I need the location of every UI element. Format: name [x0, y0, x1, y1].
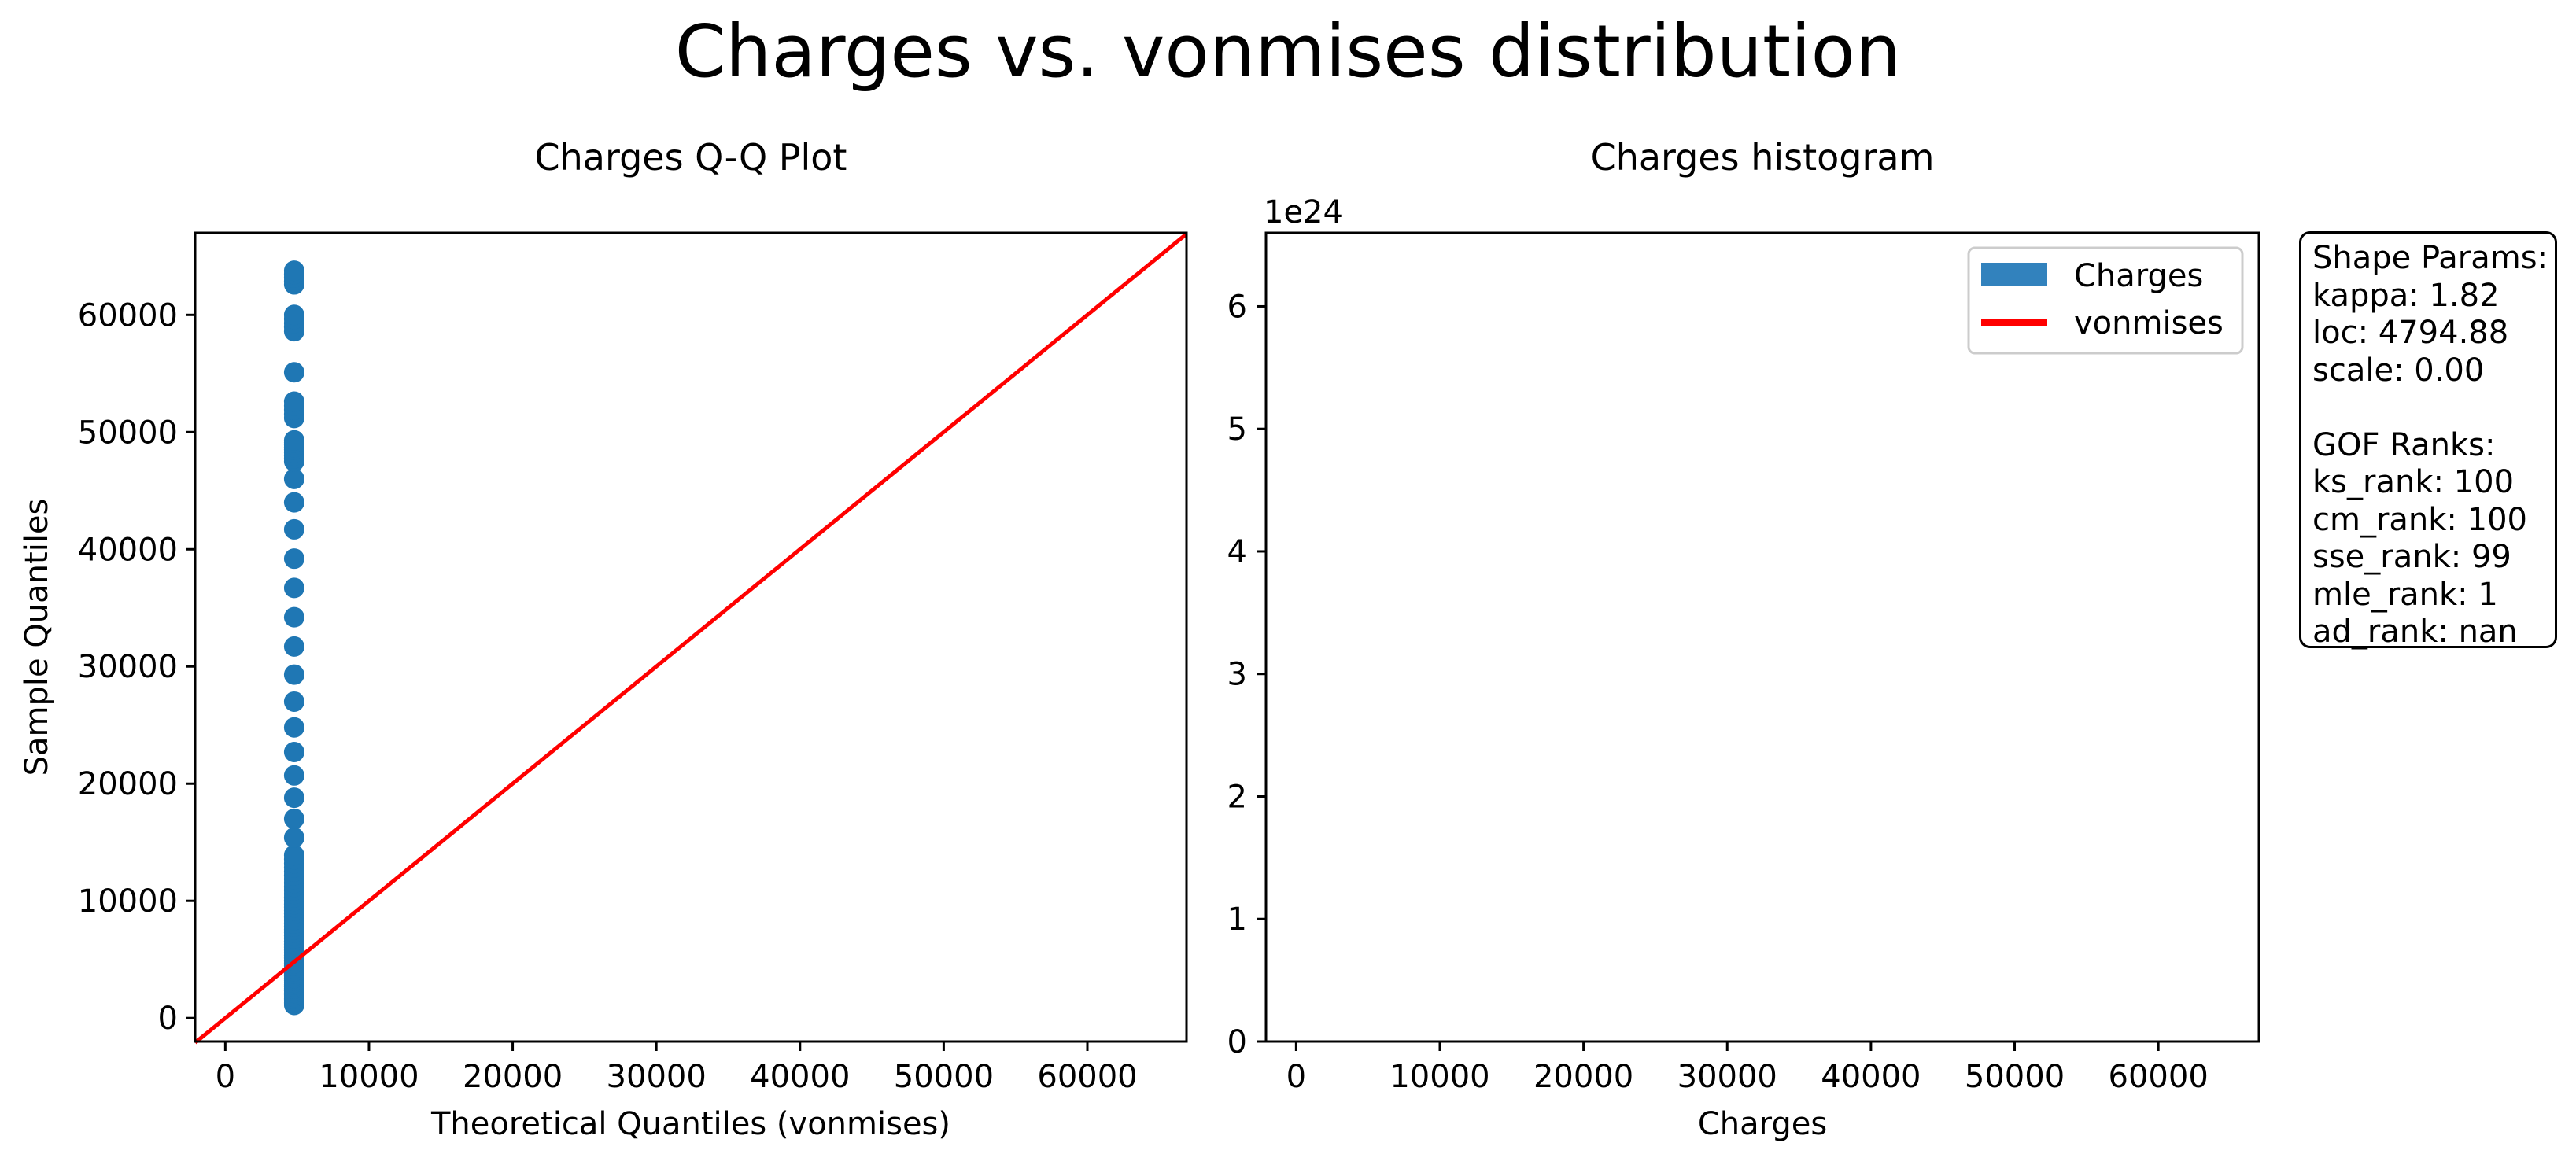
stats-line: scale: 0.00: [2312, 352, 2485, 389]
qq-point: [283, 664, 304, 685]
qq-y-axis-label: Sample Quantiles: [19, 499, 55, 776]
qq-point: [283, 518, 304, 540]
qq-point: [283, 787, 304, 809]
y-tick-label: 5: [1227, 411, 1247, 448]
histogram-offset-label: 1e24: [1264, 194, 1343, 230]
histogram-plot: Charges histogram 1e24 0 10000 20000 30000 4…: [1227, 136, 2260, 1142]
x-tick-label: 10000: [319, 1059, 419, 1095]
stats-line: kappa: 1.82: [2312, 277, 2500, 314]
qq-point: [283, 765, 304, 786]
qq-point: [283, 468, 304, 489]
x-tick-label: 0: [216, 1059, 235, 1095]
stats-line: GOF Ranks:: [2312, 426, 2496, 463]
stats-box: Shape Params: kappa: 1.82 loc: 4794.88 s…: [2299, 231, 2557, 650]
figure-title: Charges vs. vonmises distribution: [674, 9, 1902, 94]
qq-point: [283, 260, 304, 282]
histogram-axes-frame: [1264, 231, 2260, 1043]
legend-label-charges: Charges: [2074, 258, 2203, 294]
x-tick-label: 20000: [1533, 1059, 1633, 1095]
y-tick-label: 10000: [78, 883, 178, 920]
x-tick-label: 60000: [1037, 1059, 1137, 1095]
stats-line: loc: 4794.88: [2312, 315, 2509, 351]
qq-reference-line: [194, 232, 1188, 1045]
qq-point: [283, 845, 304, 866]
qq-plot: Charges Q-Q Plot 0 10000 20000 30000 40000 50…: [19, 136, 1188, 1142]
stats-line: Shape Params:: [2312, 240, 2548, 276]
y-tick-label: 2: [1227, 779, 1247, 815]
qq-point: [283, 691, 304, 712]
qq-point: [283, 304, 304, 326]
y-tick-label: 4: [1227, 534, 1247, 570]
legend-swatch-charges: [1981, 263, 2047, 286]
y-tick-label: 50000: [78, 415, 178, 451]
qq-point: [283, 742, 304, 763]
x-tick-label: 30000: [1677, 1059, 1777, 1095]
qq-point: [283, 577, 304, 599]
x-tick-label: 40000: [750, 1059, 850, 1095]
qq-reference-line-path: [194, 232, 1188, 1045]
qq-point: [283, 391, 304, 412]
qq-point: [283, 717, 304, 738]
qq-point: [283, 548, 304, 570]
qq-point: [283, 636, 304, 657]
stats-line: mle_rank: 1: [2312, 576, 2498, 613]
y-tick-label: 20000: [78, 766, 178, 802]
y-tick-label: 6: [1227, 289, 1247, 325]
x-tick-label: 30000: [607, 1059, 707, 1095]
qq-point: [283, 606, 304, 628]
qq-y-ticks: 0 10000 20000 30000 40000 50000 60000: [78, 297, 195, 1037]
y-tick-label: 0: [158, 1001, 178, 1037]
histogram-title: Charges histogram: [1591, 136, 1935, 179]
y-tick-label: 0: [1227, 1024, 1247, 1060]
qq-points: [283, 260, 304, 1016]
qq-point: [283, 362, 304, 383]
y-tick-label: 60000: [78, 297, 178, 334]
legend-label-vonmises: vonmises: [2074, 305, 2224, 341]
x-tick-label: 50000: [1965, 1059, 2065, 1095]
qq-point: [283, 430, 304, 451]
qq-x-axis-label: Theoretical Quantiles (vonmises): [430, 1106, 950, 1142]
y-tick-label: 30000: [78, 649, 178, 685]
x-tick-label: 20000: [463, 1059, 563, 1095]
qq-point: [283, 808, 304, 829]
x-tick-label: 60000: [2109, 1059, 2209, 1095]
histogram-x-axis-label: Charges: [1698, 1106, 1827, 1142]
histogram-x-ticks: 0 10000 20000 30000 40000 50000 60000: [1286, 1041, 2209, 1095]
qq-plot-title: Charges Q-Q Plot: [535, 136, 847, 179]
stats-line: cm_rank: 100: [2312, 501, 2527, 538]
qq-point: [283, 492, 304, 513]
qq-point: [283, 827, 304, 848]
y-tick-label: 1: [1227, 901, 1247, 938]
x-tick-label: 0: [1286, 1059, 1306, 1095]
x-tick-label: 50000: [894, 1059, 994, 1095]
qq-x-ticks: 0 10000 20000 30000 40000 50000 60000: [216, 1041, 1138, 1095]
stats-line: [2312, 389, 2555, 427]
histogram-legend: Charges vonmises: [1967, 246, 2244, 355]
stats-line: ad_rank: nan: [2312, 614, 2518, 650]
stats-line: sse_rank: 99: [2312, 539, 2511, 575]
x-tick-label: 40000: [1821, 1059, 1921, 1095]
histogram-y-ticks: 0 1 2 3 4 5 6: [1227, 289, 1266, 1060]
qq-axes-frame: [194, 231, 1188, 1043]
stats-line: ks_rank: 100: [2312, 464, 2515, 500]
y-tick-label: 40000: [78, 532, 178, 568]
y-tick-label: 3: [1227, 657, 1247, 693]
x-tick-label: 10000: [1389, 1059, 1489, 1095]
